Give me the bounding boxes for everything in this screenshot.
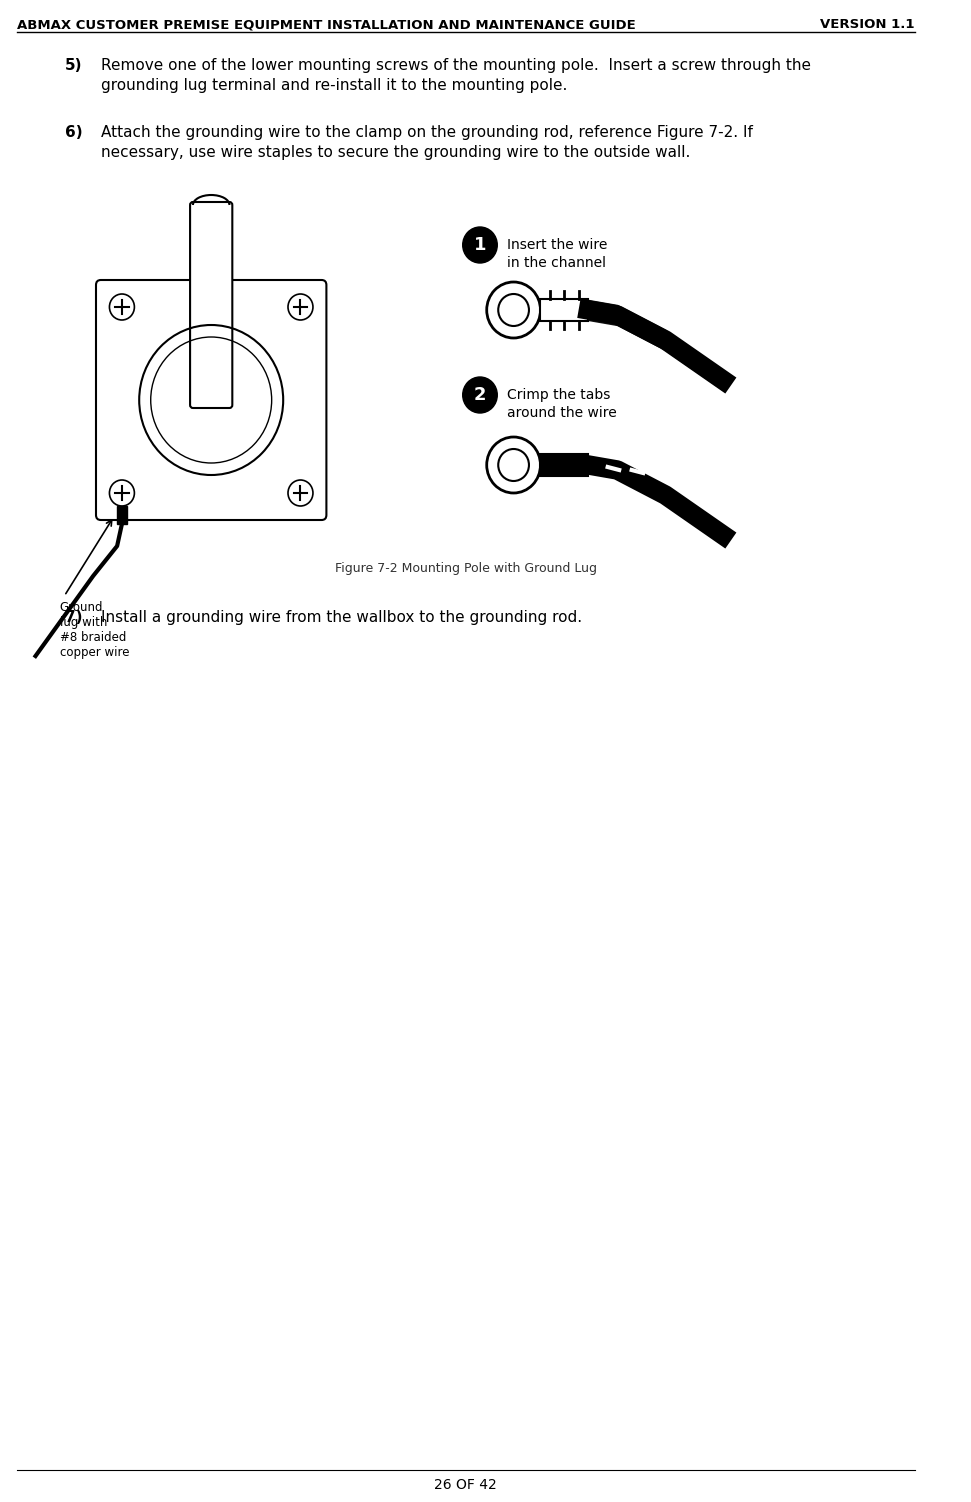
Bar bbox=[117, 506, 127, 524]
FancyBboxPatch shape bbox=[190, 201, 232, 409]
Text: ABMAX CUSTOMER PREMISE EQUIPMENT INSTALLATION AND MAINTENANCE GUIDE: ABMAX CUSTOMER PREMISE EQUIPMENT INSTALL… bbox=[17, 18, 636, 32]
Text: Remove one of the lower mounting screws of the mounting pole.  Insert a screw th: Remove one of the lower mounting screws … bbox=[101, 59, 811, 93]
Text: Figure 7-2 Mounting Pole with Ground Lug: Figure 7-2 Mounting Pole with Ground Lug bbox=[335, 562, 596, 575]
Text: 6): 6) bbox=[65, 125, 83, 140]
Text: Install a grounding wire from the wallbox to the grounding rod.: Install a grounding wire from the wallbo… bbox=[101, 610, 582, 625]
Text: 5): 5) bbox=[65, 59, 83, 74]
Bar bbox=[541, 454, 588, 476]
Circle shape bbox=[463, 377, 497, 413]
Text: Ground
lug with
#8 braided
copper wire: Ground lug with #8 braided copper wire bbox=[59, 601, 129, 659]
Text: 26 OF 42: 26 OF 42 bbox=[434, 1478, 497, 1491]
Text: VERSION 1.1: VERSION 1.1 bbox=[820, 18, 915, 32]
Text: 1: 1 bbox=[474, 236, 486, 254]
Text: Insert the wire
in the channel: Insert the wire in the channel bbox=[507, 237, 607, 270]
Text: 2: 2 bbox=[474, 386, 486, 404]
Text: 7): 7) bbox=[65, 610, 83, 625]
Circle shape bbox=[463, 227, 497, 263]
Text: Attach the grounding wire to the clamp on the grounding rod, reference Figure 7-: Attach the grounding wire to the clamp o… bbox=[101, 125, 753, 159]
Text: Crimp the tabs
around the wire: Crimp the tabs around the wire bbox=[507, 388, 617, 421]
FancyBboxPatch shape bbox=[96, 279, 326, 520]
Bar bbox=[541, 299, 588, 321]
